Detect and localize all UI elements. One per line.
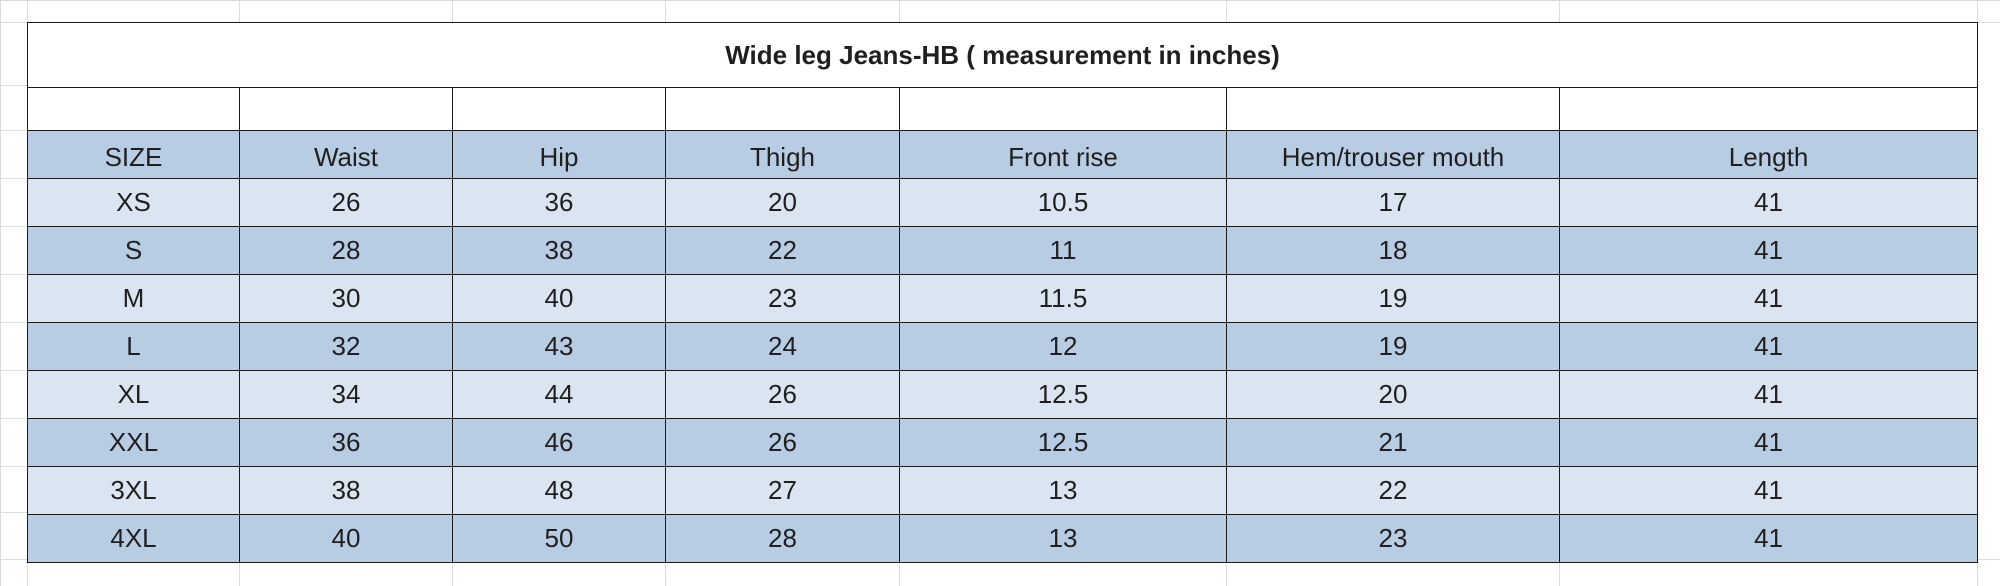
header-cell-hem[interactable]: Hem/trouser mouth [1226, 130, 1560, 179]
cell-size[interactable]: L [27, 322, 240, 371]
cell-size[interactable]: XXL [27, 418, 240, 467]
empty-cell[interactable] [1558, 87, 1979, 131]
header-cell-hip[interactable]: Hip [452, 130, 666, 179]
grid-line [0, 130, 27, 131]
grid-line [0, 85, 27, 86]
cell-thigh[interactable]: 22 [665, 226, 900, 275]
cell-waist[interactable]: 36 [239, 418, 453, 467]
header-cell-waist[interactable]: Waist [239, 130, 453, 179]
table-row: M 30 40 23 11.5 19 41 [27, 274, 1979, 323]
cell-hem[interactable]: 17 [1226, 178, 1560, 227]
cell-hip[interactable]: 40 [452, 274, 666, 323]
cell-hem[interactable]: 22 [1226, 466, 1560, 515]
cell-thigh[interactable]: 24 [665, 322, 900, 371]
empty-cell[interactable] [899, 87, 1227, 131]
cell-hem[interactable]: 20 [1226, 370, 1560, 419]
cell-size[interactable]: 4XL [27, 514, 240, 563]
cell-thigh[interactable]: 26 [665, 370, 900, 419]
cell-size[interactable]: M [27, 274, 240, 323]
cell-length[interactable]: 41 [1558, 466, 1979, 515]
size-chart-body: Wide leg Jeans-HB ( measurement in inche… [26, 22, 1979, 563]
cell-hip[interactable]: 48 [452, 466, 666, 515]
cell-thigh[interactable]: 26 [665, 418, 900, 467]
size-chart-table: Wide leg Jeans-HB ( measurement in inche… [26, 22, 1979, 563]
empty-cell[interactable] [452, 87, 666, 131]
title-row: Wide leg Jeans-HB ( measurement in inche… [26, 22, 1979, 88]
empty-cell[interactable] [239, 87, 453, 131]
cell-waist[interactable]: 32 [239, 322, 453, 371]
cell-length[interactable]: 41 [1558, 178, 1979, 227]
cell-front-rise[interactable]: 12 [899, 322, 1227, 371]
cell-size[interactable]: XL [27, 370, 240, 419]
cell-hip[interactable]: 43 [452, 322, 666, 371]
empty-cell[interactable] [27, 87, 240, 131]
cell-front-rise[interactable]: 10.5 [899, 178, 1227, 227]
cell-thigh[interactable]: 27 [665, 466, 900, 515]
cell-hem[interactable]: 19 [1226, 274, 1560, 323]
cell-size[interactable]: XS [27, 178, 240, 227]
cell-waist[interactable]: 38 [239, 466, 453, 515]
cell-front-rise[interactable]: 11.5 [899, 274, 1227, 323]
table-row: L 32 43 24 12 19 41 [27, 322, 1979, 371]
cell-front-rise[interactable]: 13 [899, 514, 1227, 563]
table-row: XS 26 36 20 10.5 17 41 [27, 178, 1979, 227]
blank-row [27, 87, 1979, 131]
cell-length[interactable]: 41 [1558, 514, 1979, 563]
cell-waist[interactable]: 40 [239, 514, 453, 563]
header-cell-size[interactable]: SIZE [27, 130, 240, 179]
cell-front-rise[interactable]: 12.5 [899, 370, 1227, 419]
grid-line [0, 418, 27, 419]
cell-waist[interactable]: 28 [239, 226, 453, 275]
cell-thigh[interactable]: 23 [665, 274, 900, 323]
cell-hip[interactable]: 46 [452, 418, 666, 467]
cell-length[interactable]: 41 [1558, 322, 1979, 371]
grid-line [0, 466, 27, 467]
grid-line [0, 370, 27, 371]
table-row: 4XL 40 50 28 13 23 41 [27, 514, 1979, 563]
cell-hip[interactable]: 44 [452, 370, 666, 419]
table-row: XXL 36 46 26 12.5 21 41 [27, 418, 1979, 467]
header-cell-front-rise[interactable]: Front rise [899, 130, 1227, 179]
grid-line [0, 178, 27, 179]
grid-line [0, 322, 27, 323]
cell-hem[interactable]: 23 [1226, 514, 1560, 563]
cell-length[interactable]: 41 [1558, 370, 1979, 419]
grid-line [0, 512, 27, 513]
cell-size[interactable]: S [27, 226, 240, 275]
cell-waist[interactable]: 30 [239, 274, 453, 323]
cell-hem[interactable]: 21 [1226, 418, 1560, 467]
cell-hem[interactable]: 19 [1226, 322, 1560, 371]
cell-front-rise[interactable]: 11 [899, 226, 1227, 275]
empty-cell[interactable] [665, 87, 900, 131]
cell-front-rise[interactable]: 12.5 [899, 418, 1227, 467]
cell-length[interactable]: 41 [1558, 418, 1979, 467]
header-cell-thigh[interactable]: Thigh [665, 130, 900, 179]
cell-front-rise[interactable]: 13 [899, 466, 1227, 515]
cell-thigh[interactable]: 28 [665, 514, 900, 563]
grid-line [0, 274, 27, 275]
cell-waist[interactable]: 34 [239, 370, 453, 419]
cell-size[interactable]: 3XL [27, 466, 240, 515]
cell-length[interactable]: 41 [1558, 274, 1979, 323]
table-title[interactable]: Wide leg Jeans-HB ( measurement in inche… [26, 22, 1979, 88]
cell-hip[interactable]: 36 [452, 178, 666, 227]
table-row: 3XL 38 48 27 13 22 41 [27, 466, 1979, 515]
table-row: S 28 38 22 11 18 41 [27, 226, 1979, 275]
cell-waist[interactable]: 26 [239, 178, 453, 227]
table-row: XL 34 44 26 12.5 20 41 [27, 370, 1979, 419]
cell-hem[interactable]: 18 [1226, 226, 1560, 275]
header-cell-length[interactable]: Length [1558, 130, 1979, 179]
header-row: SIZE Waist Hip Thigh Front rise Hem/trou… [27, 130, 1979, 179]
empty-cell[interactable] [1226, 87, 1560, 131]
cell-hip[interactable]: 38 [452, 226, 666, 275]
grid-line [0, 226, 27, 227]
cell-thigh[interactable]: 20 [665, 178, 900, 227]
cell-hip[interactable]: 50 [452, 514, 666, 563]
cell-length[interactable]: 41 [1558, 226, 1979, 275]
